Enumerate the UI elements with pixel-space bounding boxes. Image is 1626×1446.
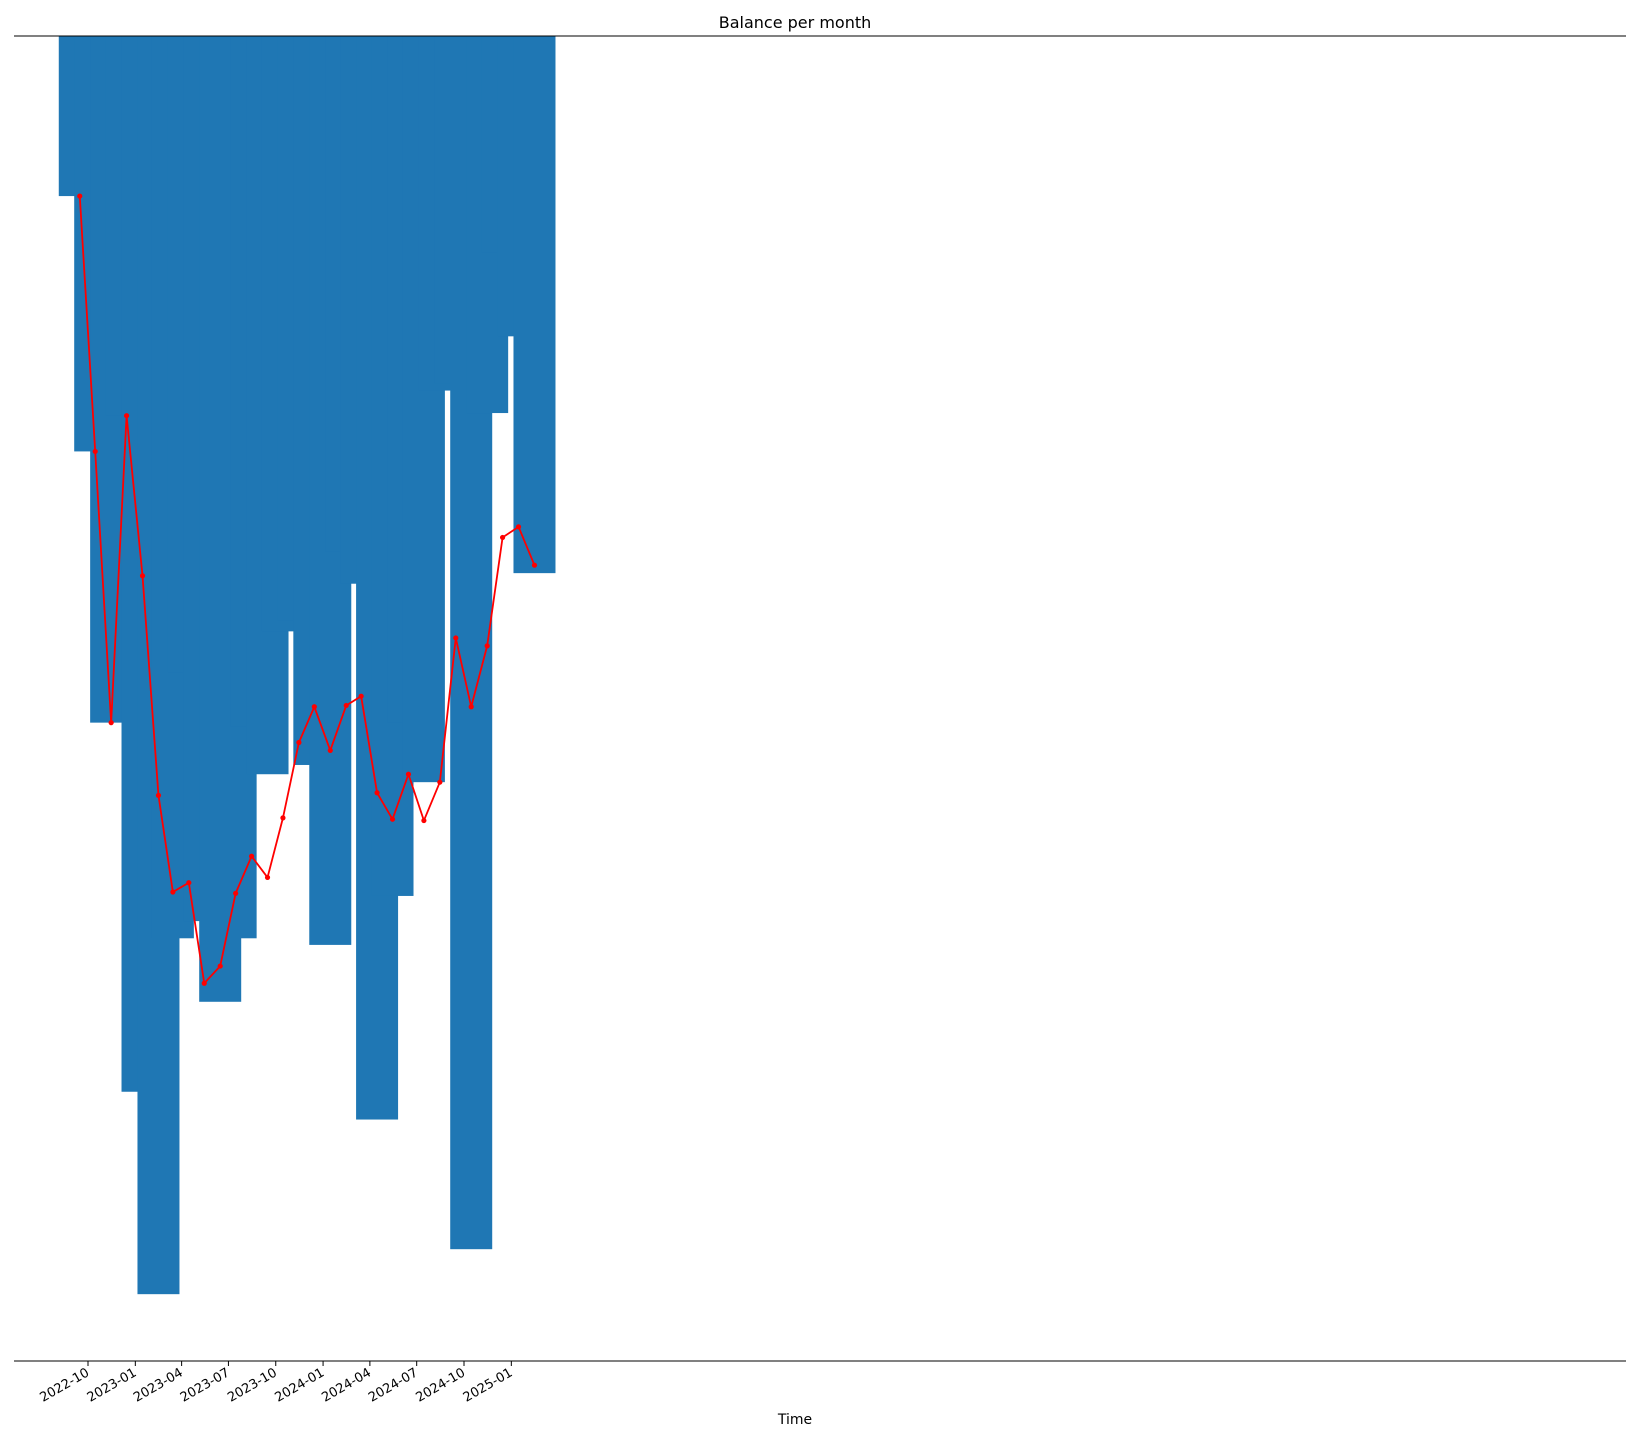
line-point-2024-08 (437, 779, 443, 785)
x-axis-label: Time (777, 1412, 812, 1428)
line-point-2023-07 (233, 890, 239, 896)
line-point-2022-12 (123, 413, 130, 419)
line-point-2023-06 (217, 963, 223, 969)
line-point-2022-10 (92, 448, 98, 455)
x-tick-label-2023-07: 2023-07 (178, 1365, 233, 1405)
line-point-2025-01 (515, 524, 522, 530)
chart-title: Balance per month (719, 13, 872, 32)
x-tick-label-2025-01: 2025-01 (461, 1365, 516, 1405)
x-tick-label-2024-07: 2024-07 (366, 1365, 421, 1405)
line-point-2023-04 (186, 880, 192, 886)
x-tick-label-2024-10: 2024-10 (413, 1365, 468, 1405)
line-point-2024-06 (405, 771, 412, 777)
bars-layer (58, 36, 556, 1295)
line-point-2023-08 (248, 853, 255, 859)
line-point-2023-01 (139, 573, 146, 579)
line-point-2022-09 (77, 193, 83, 199)
line-point-2023-02 (155, 792, 162, 799)
running-balance-line (78, 196, 536, 986)
bar-2025-02 (513, 36, 556, 574)
x-tick-label-2023-10: 2023-10 (225, 1365, 280, 1405)
line-point-2024-10 (468, 704, 474, 710)
line-point-2023-11 (296, 739, 302, 746)
line-point-2024-11 (484, 643, 490, 649)
line-point-2024-05 (389, 816, 396, 822)
line-layer (77, 193, 538, 986)
x-tick-label-2024-04: 2024-04 (319, 1365, 374, 1405)
x-tick-label-2022-10: 2022-10 (37, 1365, 92, 1405)
line-point-2023-09 (264, 874, 271, 881)
line-point-2024-02 (343, 702, 349, 709)
line-point-2024-09 (453, 635, 459, 641)
line-point-2024-04 (374, 790, 380, 796)
line-point-2023-12 (311, 704, 317, 710)
line-point-2024-01 (327, 747, 333, 754)
x-tick-label-2023-01: 2023-01 (85, 1365, 140, 1405)
line-point-2023-03 (170, 889, 176, 895)
line-point-2024-12 (499, 534, 506, 541)
line-point-2023-05 (201, 980, 207, 986)
line-point-2024-07 (421, 817, 427, 824)
line-point-2023-10 (280, 815, 286, 821)
line-point-2025-02 (531, 562, 538, 568)
x-tick-label-2023-04: 2023-04 (131, 1365, 186, 1405)
x-tick-label-2024-01: 2024-01 (273, 1365, 328, 1405)
line-point-2024-03 (358, 693, 364, 699)
line-point-2022-11 (108, 720, 114, 726)
x-ticks: 2022-102023-012023-042023-072023-102024-… (37, 1361, 515, 1406)
